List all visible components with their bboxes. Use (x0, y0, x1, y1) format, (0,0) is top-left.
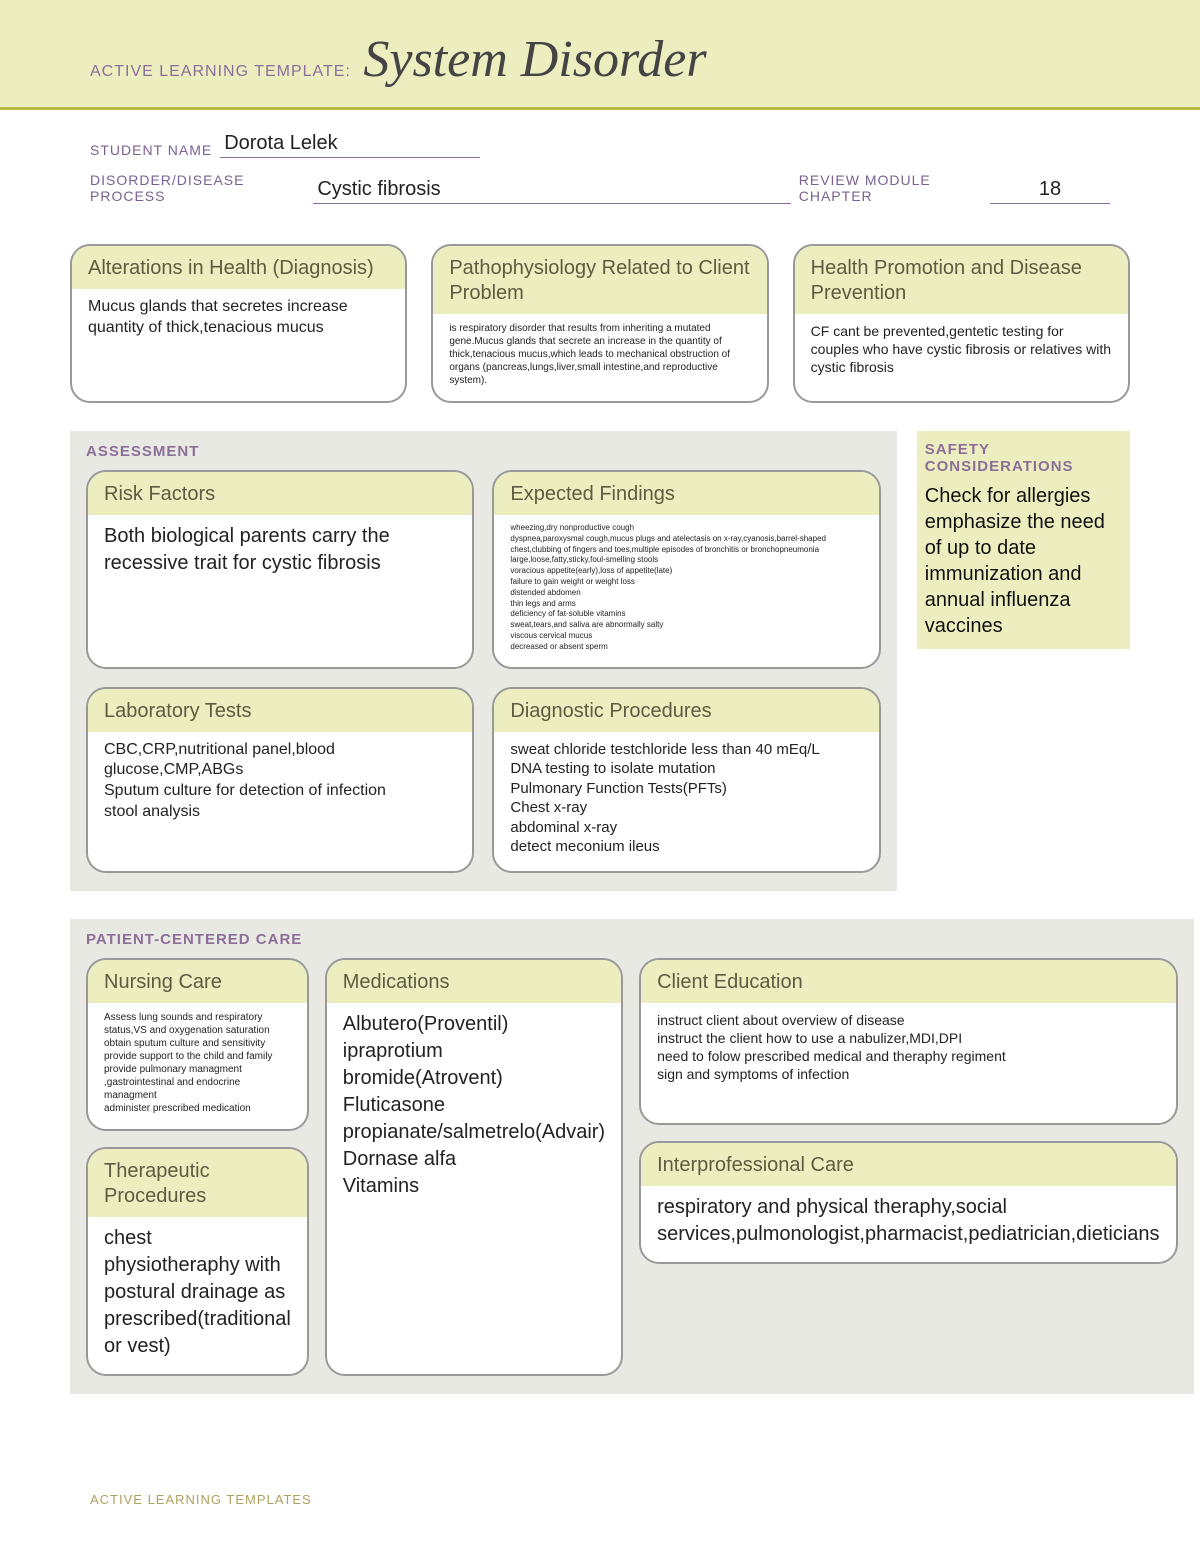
patient-row: PATIENT-CENTERED CARE Nursing Care Asses… (70, 919, 1130, 1422)
card-healthpromo: Health Promotion and Disease Prevention … (793, 244, 1130, 403)
card-nursing-body: Assess lung sounds and respiratory statu… (88, 1003, 307, 1129)
card-therap-body: chest physiotheraphy with postural drain… (88, 1217, 307, 1374)
card-meds: Medications Albutero(Proventil) ipraprot… (325, 958, 623, 1376)
card-patho: Pathophysiology Related to Client Proble… (431, 244, 768, 403)
card-labs-title: Laboratory Tests (88, 689, 472, 732)
patient-block: PATIENT-CENTERED CARE Nursing Care Asses… (70, 919, 1194, 1394)
header-label: ACTIVE LEARNING TEMPLATE: (90, 63, 351, 80)
safety-body: Check for allergies emphasize the need o… (925, 483, 1122, 639)
student-name-label: STUDENT NAME (90, 142, 212, 158)
card-nursing-title: Nursing Care (88, 960, 307, 1003)
card-healthpromo-title: Health Promotion and Disease Prevention (795, 246, 1128, 314)
assessment-block: ASSESSMENT Risk Factors Both biological … (70, 431, 897, 891)
top-row: Alterations in Health (Diagnosis) Mucus … (70, 244, 1130, 403)
card-nursing: Nursing Care Assess lung sounds and resp… (86, 958, 309, 1131)
card-labs-body: CBC,CRP,nutritional panel,blood glucose,… (88, 732, 472, 862)
fields-area: STUDENT NAME Dorota Lelek DISORDER/DISEA… (0, 110, 1200, 234)
card-educ-body: instruct client about overview of diseas… (641, 1003, 1175, 1123)
card-diag-title: Diagnostic Procedures (494, 689, 878, 732)
card-alterations-title: Alterations in Health (Diagnosis) (72, 246, 405, 289)
card-therap-title: Therapeutic Procedures (88, 1149, 307, 1217)
card-risk: Risk Factors Both biological parents car… (86, 470, 474, 669)
card-risk-body: Both biological parents carry the recess… (88, 515, 472, 655)
safety-block: SAFETY CONSIDERATIONS Check for allergie… (917, 431, 1130, 649)
header-band: ACTIVE LEARNING TEMPLATE: System Disorde… (0, 0, 1200, 110)
content: Alterations in Health (Diagnosis) Mucus … (0, 234, 1200, 1462)
card-inter: Interprofessional Care respiratory and p… (639, 1141, 1177, 1264)
card-risk-title: Risk Factors (88, 472, 472, 515)
card-findings: Expected Findings wheezing,dry nonproduc… (492, 470, 880, 669)
disorder-label: DISORDER/DISEASE PROCESS (90, 172, 305, 204)
card-alterations-body: Mucus glands that secretes increase quan… (72, 289, 405, 353)
footer: ACTIVE LEARNING TEMPLATES (0, 1462, 1200, 1567)
card-alterations: Alterations in Health (Diagnosis) Mucus … (70, 244, 407, 403)
card-therap: Therapeutic Procedures chest physiothera… (86, 1147, 309, 1376)
card-healthpromo-body: CF cant be prevented,gentetic testing fo… (795, 314, 1128, 391)
card-patho-body: is respiratory disorder that results fro… (433, 314, 766, 401)
card-educ: Client Education instruct client about o… (639, 958, 1177, 1125)
card-labs: Laboratory Tests CBC,CRP,nutritional pan… (86, 687, 474, 873)
card-patho-title: Pathophysiology Related to Client Proble… (433, 246, 766, 314)
card-educ-title: Client Education (641, 960, 1175, 1003)
assessment-title: ASSESSMENT (86, 443, 881, 460)
patient-title: PATIENT-CENTERED CARE (86, 931, 1178, 948)
card-diag-body: sweat chloride testchloride less than 40… (494, 732, 878, 871)
safety-title: SAFETY CONSIDERATIONS (925, 441, 1122, 475)
card-findings-body: wheezing,dry nonproductive cough dyspnea… (494, 515, 878, 667)
assessment-row: ASSESSMENT Risk Factors Both biological … (70, 431, 1130, 919)
card-meds-body: Albutero(Proventil) ipraprotium bromide(… (327, 1003, 621, 1214)
card-inter-body: respiratory and physical theraphy,social… (641, 1186, 1175, 1262)
chapter-label: REVIEW MODULE CHAPTER (799, 172, 982, 204)
disorder-value: Cystic fibrosis (313, 178, 790, 204)
card-diag: Diagnostic Procedures sweat chloride tes… (492, 687, 880, 873)
card-inter-title: Interprofessional Care (641, 1143, 1175, 1186)
card-meds-title: Medications (327, 960, 621, 1003)
chapter-value: 18 (990, 178, 1110, 204)
card-findings-title: Expected Findings (494, 472, 878, 515)
student-name-value: Dorota Lelek (220, 132, 480, 158)
header-title: System Disorder (363, 31, 706, 88)
